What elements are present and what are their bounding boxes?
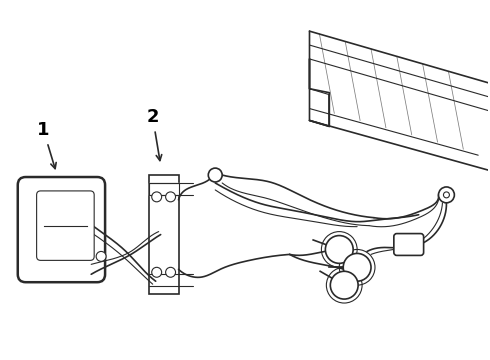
Text: 1: 1 (37, 121, 56, 168)
Circle shape (96, 251, 106, 261)
Bar (149, 175, 178, 294)
FancyBboxPatch shape (394, 234, 424, 255)
Circle shape (439, 187, 454, 203)
FancyBboxPatch shape (37, 191, 94, 260)
Circle shape (166, 267, 175, 277)
Circle shape (443, 192, 449, 198)
Circle shape (152, 192, 162, 202)
Circle shape (325, 235, 353, 264)
Circle shape (330, 271, 358, 299)
Text: 2: 2 (147, 108, 162, 161)
Circle shape (343, 253, 371, 281)
Circle shape (208, 168, 222, 182)
Circle shape (166, 192, 175, 202)
Circle shape (152, 267, 162, 277)
FancyBboxPatch shape (18, 177, 105, 282)
Polygon shape (149, 183, 178, 195)
